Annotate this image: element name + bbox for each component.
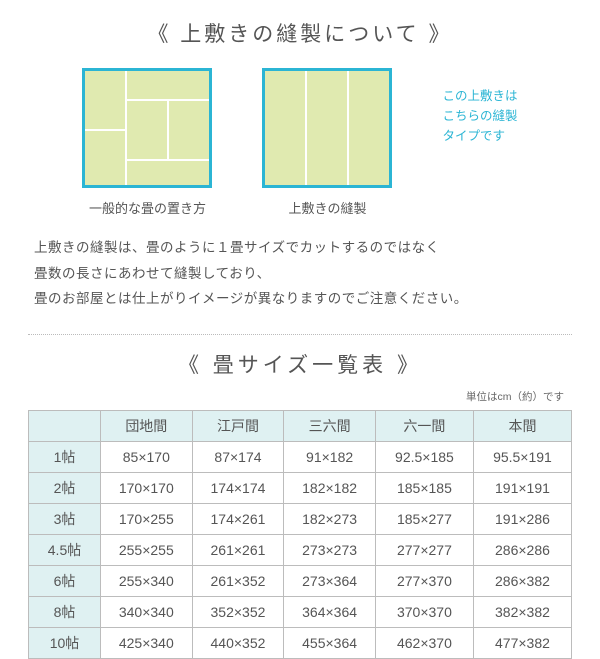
table-cell: 191×286: [473, 503, 571, 534]
table-row: 2帖170×170174×174182×182185×185191×191: [29, 472, 572, 503]
table-cell: 382×382: [473, 596, 571, 627]
body-line: 畳のお部屋とは仕上がりイメージが異なりますのでご注意ください。: [34, 291, 468, 306]
table-cell: 352×352: [192, 596, 284, 627]
table-cell: 462×370: [375, 627, 473, 658]
table-cell: 87×174: [192, 441, 284, 472]
tatami-cell: [127, 101, 167, 159]
table-col-header: 三六間: [284, 410, 376, 441]
table-cell: 286×382: [473, 565, 571, 596]
body-line: 上敷きの縫製は、畳のように１畳サイズでカットするのではなく: [34, 240, 440, 255]
table-row: 3帖170×255174×261182×273185×277191×286: [29, 503, 572, 534]
diagram-a-caption: 一般的な畳の置き方: [89, 198, 206, 217]
tatami-cell: [169, 101, 209, 159]
table-cell: 261×261: [192, 534, 284, 565]
table-row-header: 3帖: [29, 503, 101, 534]
table-cell: 95.5×191: [473, 441, 571, 472]
table-cell: 370×370: [375, 596, 473, 627]
diagram-a: [82, 68, 212, 188]
table-cell: 92.5×185: [375, 441, 473, 472]
section2-title: 《 畳サイズ一覧表 》: [28, 349, 572, 379]
table-col-header: 本間: [473, 410, 571, 441]
table-cell: 255×340: [101, 565, 193, 596]
side-note-line: タイプです: [442, 129, 505, 143]
table-cell: 174×261: [192, 503, 284, 534]
diagram-b: [262, 68, 392, 188]
table-cell: 182×182: [284, 472, 376, 503]
table-cell: 170×170: [101, 472, 193, 503]
table-row-header: 6帖: [29, 565, 101, 596]
size-table: 団地間江戸間三六間六一間本間 1帖85×17087×17491×18292.5×…: [28, 410, 572, 659]
table-cell: 425×340: [101, 627, 193, 658]
table-cell: 185×185: [375, 472, 473, 503]
table-header-row: 団地間江戸間三六間六一間本間: [29, 410, 572, 441]
side-note: この上敷きは こちらの縫製 タイプです: [442, 86, 517, 146]
tatami-cell: [265, 71, 305, 185]
table-cell: 273×273: [284, 534, 376, 565]
table-cell: 174×174: [192, 472, 284, 503]
table-cell: 85×170: [101, 441, 193, 472]
table-body: 1帖85×17087×17491×18292.5×18595.5×1912帖17…: [29, 441, 572, 658]
unit-note: 単位はcm（約）です: [28, 389, 564, 404]
tatami-cell: [307, 71, 347, 185]
table-row-header: 2帖: [29, 472, 101, 503]
table-col-header: 団地間: [101, 410, 193, 441]
side-note-line: こちらの縫製: [442, 109, 517, 123]
table-cell: 182×273: [284, 503, 376, 534]
body-text: 上敷きの縫製は、畳のように１畳サイズでカットするのではなく 畳数の長さにあわせて…: [34, 235, 566, 312]
tatami-cell: [127, 161, 209, 185]
table-cell: 440×352: [192, 627, 284, 658]
table-cell: 91×182: [284, 441, 376, 472]
table-cell: 364×364: [284, 596, 376, 627]
table-row-header: 10帖: [29, 627, 101, 658]
tatami-cell: [85, 131, 125, 185]
table-col-header: 六一間: [375, 410, 473, 441]
table-cell: 185×277: [375, 503, 473, 534]
diagram-a-col: 一般的な畳の置き方: [82, 68, 212, 217]
side-note-line: この上敷きは: [442, 89, 517, 103]
table-row-header: 8帖: [29, 596, 101, 627]
table-cell: 340×340: [101, 596, 193, 627]
table-row-header: 1帖: [29, 441, 101, 472]
table-cell: 261×352: [192, 565, 284, 596]
section1-title: 《 上敷きの縫製について 》: [28, 18, 572, 48]
table-row: 8帖340×340352×352364×364370×370382×382: [29, 596, 572, 627]
table-cell: 286×286: [473, 534, 571, 565]
table-cell: 255×255: [101, 534, 193, 565]
table-row: 1帖85×17087×17491×18292.5×18595.5×191: [29, 441, 572, 472]
tatami-cell: [127, 71, 209, 99]
table-row: 10帖425×340440×352455×364462×370477×382: [29, 627, 572, 658]
divider: [28, 334, 572, 335]
table-cell: 477×382: [473, 627, 571, 658]
table-cell: 455×364: [284, 627, 376, 658]
diagrams-row: 一般的な畳の置き方 上敷きの縫製 この上敷きは こちらの縫製 タイプです: [28, 68, 572, 217]
table-col-header: 江戸間: [192, 410, 284, 441]
diagram-b-col: 上敷きの縫製: [262, 68, 392, 217]
table-cell: 277×277: [375, 534, 473, 565]
body-line: 畳数の長さにあわせて縫製しており、: [34, 266, 271, 281]
table-row: 6帖255×340261×352273×364277×370286×382: [29, 565, 572, 596]
tatami-cell: [349, 71, 389, 185]
table-col-header: [29, 410, 101, 441]
table-cell: 191×191: [473, 472, 571, 503]
table-cell: 170×255: [101, 503, 193, 534]
tatami-cell: [85, 71, 125, 129]
table-cell: 277×370: [375, 565, 473, 596]
table-cell: 273×364: [284, 565, 376, 596]
table-row: 4.5帖255×255261×261273×273277×277286×286: [29, 534, 572, 565]
table-row-header: 4.5帖: [29, 534, 101, 565]
diagram-b-caption: 上敷きの縫製: [288, 198, 366, 217]
